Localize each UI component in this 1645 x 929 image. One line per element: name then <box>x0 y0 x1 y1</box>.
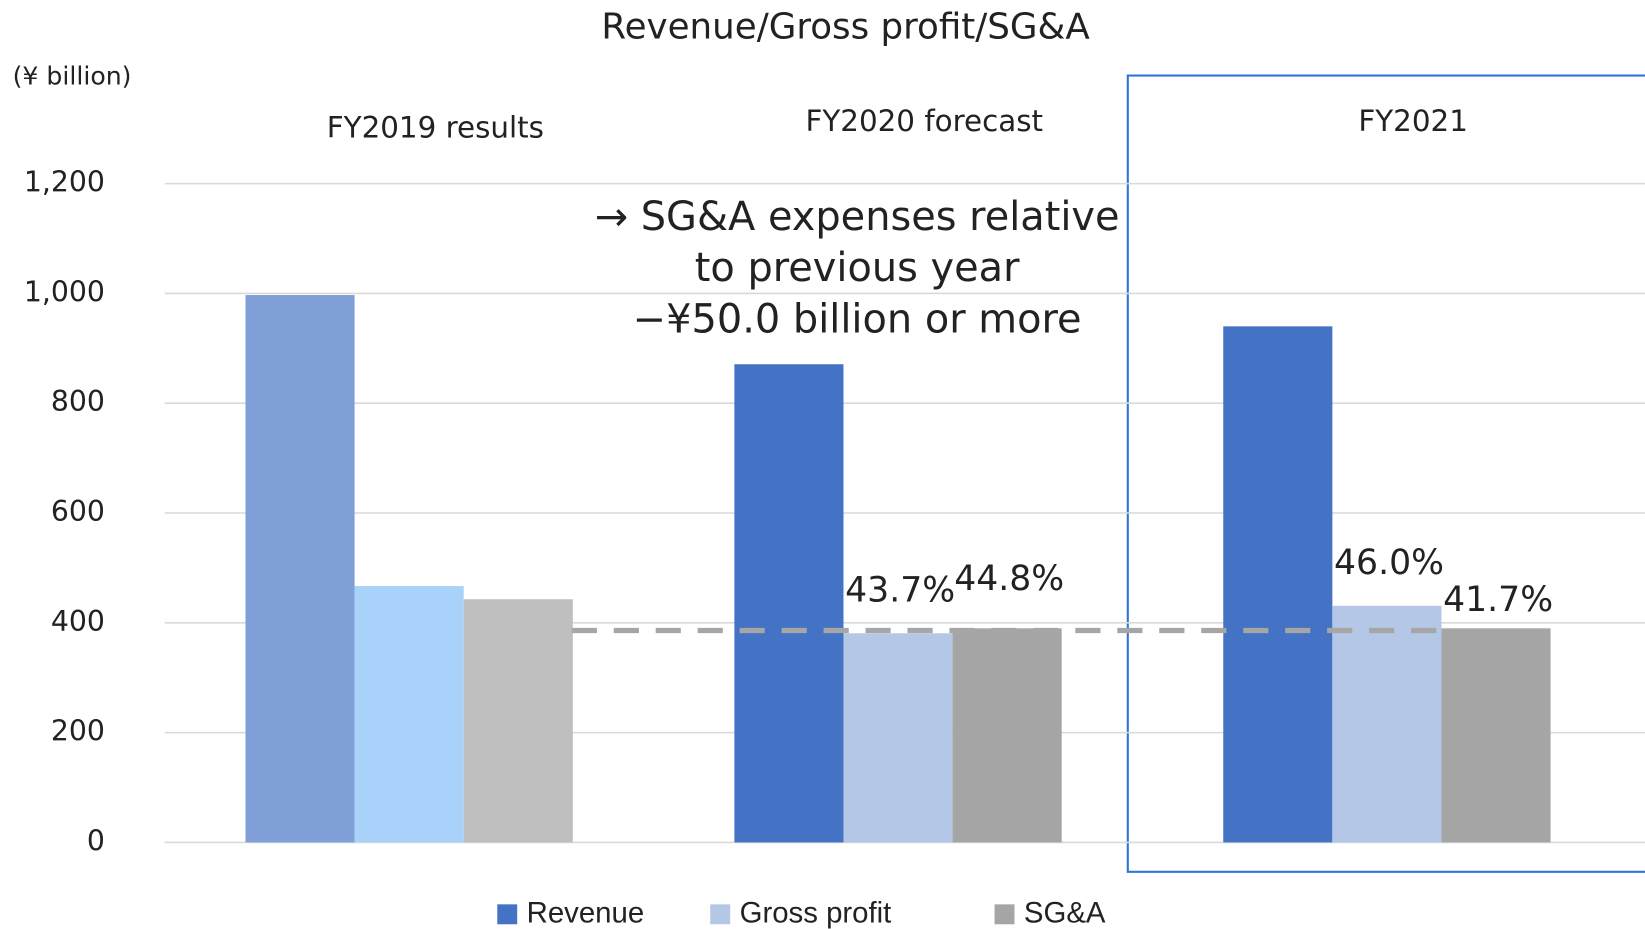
legend-swatch <box>710 904 731 925</box>
chart-title: Revenue/Gross profit/SG&A <box>601 6 1090 47</box>
bar <box>1441 628 1551 843</box>
bar <box>1332 605 1442 843</box>
annotation: to previous year <box>695 245 1020 291</box>
annotation: −¥50.0 billion or more <box>633 297 1082 343</box>
y-tick-label: 200 <box>51 715 105 748</box>
y-tick-label: 400 <box>51 605 105 638</box>
category-label: FY2020 forecast <box>805 104 1043 138</box>
bar <box>1223 326 1333 843</box>
y-tick-label: 0 <box>87 824 105 857</box>
bar <box>245 295 355 843</box>
ratio-label: 43.7% <box>845 570 955 610</box>
annotation: → SG&A expenses relative <box>595 194 1120 240</box>
highlight-box <box>1126 74 1645 873</box>
category-label: FY2021 <box>1358 104 1468 138</box>
bar <box>843 633 953 843</box>
ratio-label: 46.0% <box>1334 543 1444 583</box>
bar <box>734 364 844 843</box>
legend-swatch <box>994 904 1015 925</box>
y-tick-label: 600 <box>51 495 105 528</box>
legend-swatch <box>497 904 518 925</box>
y-tick-label: 800 <box>51 385 105 418</box>
bar <box>463 599 573 843</box>
y-unit: (¥ billion) <box>13 62 132 91</box>
legend-label: Revenue <box>527 897 645 929</box>
y-tick-label: 1,200 <box>24 166 105 199</box>
ratio-label: 41.7% <box>1443 580 1553 620</box>
legend-label: SG&A <box>1024 897 1106 929</box>
legend-label: Gross profit <box>740 897 892 929</box>
category-label: FY2019 results <box>327 111 544 145</box>
y-tick-label: 1,000 <box>24 275 105 308</box>
bar <box>952 628 1062 843</box>
ratio-label: 44.8% <box>954 559 1064 599</box>
bar <box>354 586 464 843</box>
